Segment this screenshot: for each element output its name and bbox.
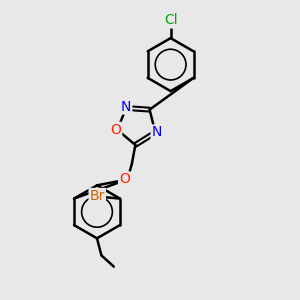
Text: O: O [119,172,130,186]
Text: Cl: Cl [164,14,177,27]
Text: N: N [121,100,131,113]
Text: O: O [110,123,121,137]
Text: Br: Br [90,189,105,203]
Text: N: N [152,125,162,140]
